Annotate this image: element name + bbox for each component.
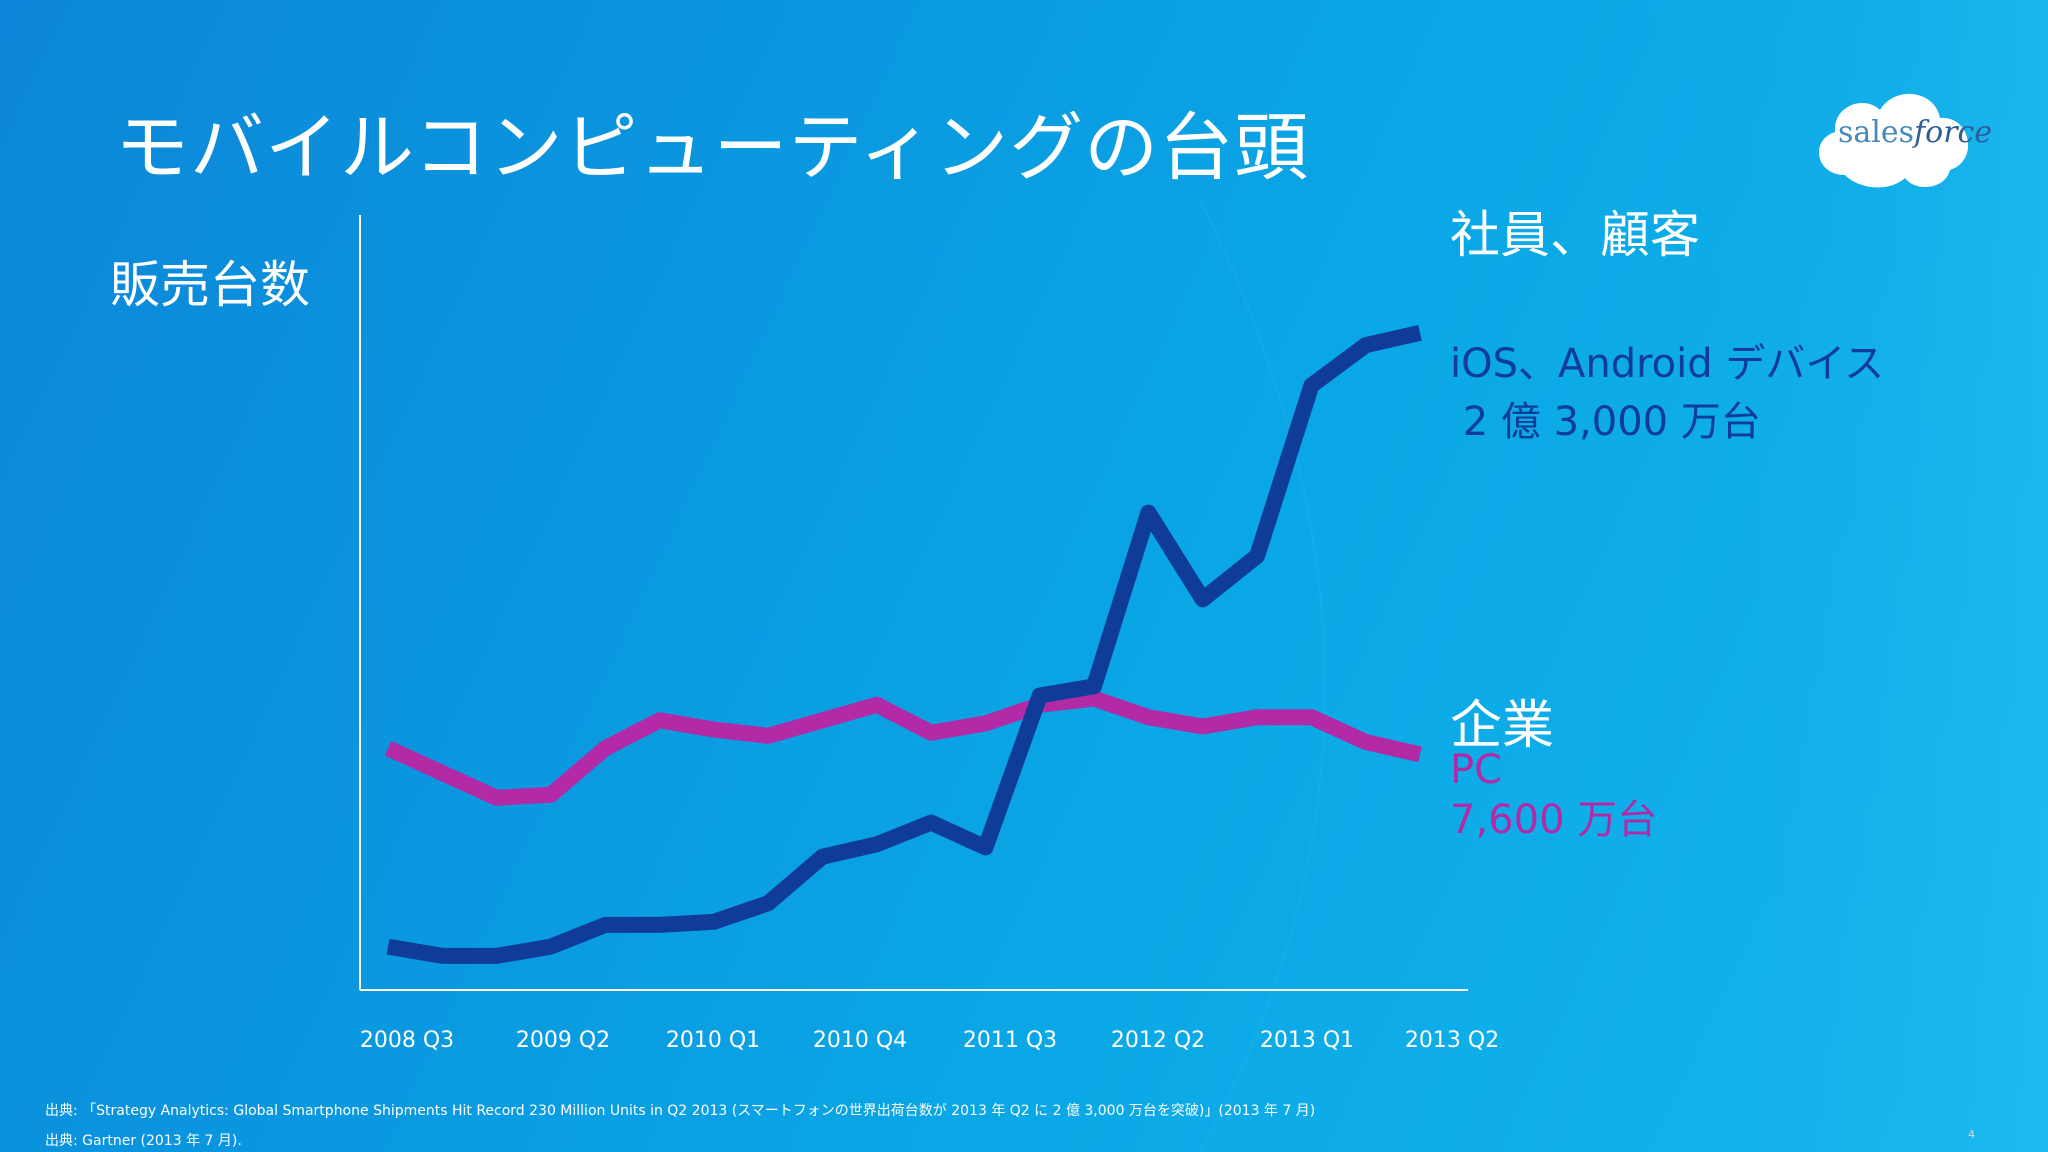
x-tick-label: 2010 Q1 [665,1028,761,1053]
x-tick-label: 2009 Q2 [515,1028,611,1053]
x-tick-label: 2011 Q3 [962,1028,1058,1053]
series-line-mobile [386,325,1422,964]
x-tick-label: 2012 Q2 [1110,1028,1206,1053]
salesforce-logo [1805,80,1975,200]
pc-series-heading: 企業 [1450,696,1555,756]
x-tick-label: 2010 Q4 [812,1028,908,1053]
source-note-2: 出典: Gartner (2013 年 7 月). [45,1133,242,1149]
mobile-series-heading: 社員、顧客 [1450,206,1700,264]
y-axis-label: 販売台数 [110,256,310,314]
series-line-pc [384,690,1422,806]
page-number: 4 [1968,1128,1975,1141]
x-tick-label: 2008 Q3 [359,1028,455,1053]
source-note-1: 出典: 「Strategy Analytics: Global Smartpho… [45,1103,1316,1119]
logo-text: salesforce [1838,115,1993,150]
pc-devices-label: PC [1450,747,1503,793]
pc-units-label: 7,600 万台 [1450,797,1658,843]
slide-title: モバイルコンピューティングの台頭 [115,105,1310,191]
mobile-units-label: 2 億 3,000 万台 [1450,399,1761,445]
x-tick-label: 2013 Q2 [1404,1028,1500,1053]
mobile-series-note: iOS、Android デバイス 2 億 3,000 万台 [1450,335,1884,451]
mobile-devices-label: iOS、Android デバイス [1450,341,1885,387]
pc-series-note: PC 7,600 万台 [1450,745,1657,845]
x-tick-label: 2013 Q1 [1259,1028,1355,1053]
